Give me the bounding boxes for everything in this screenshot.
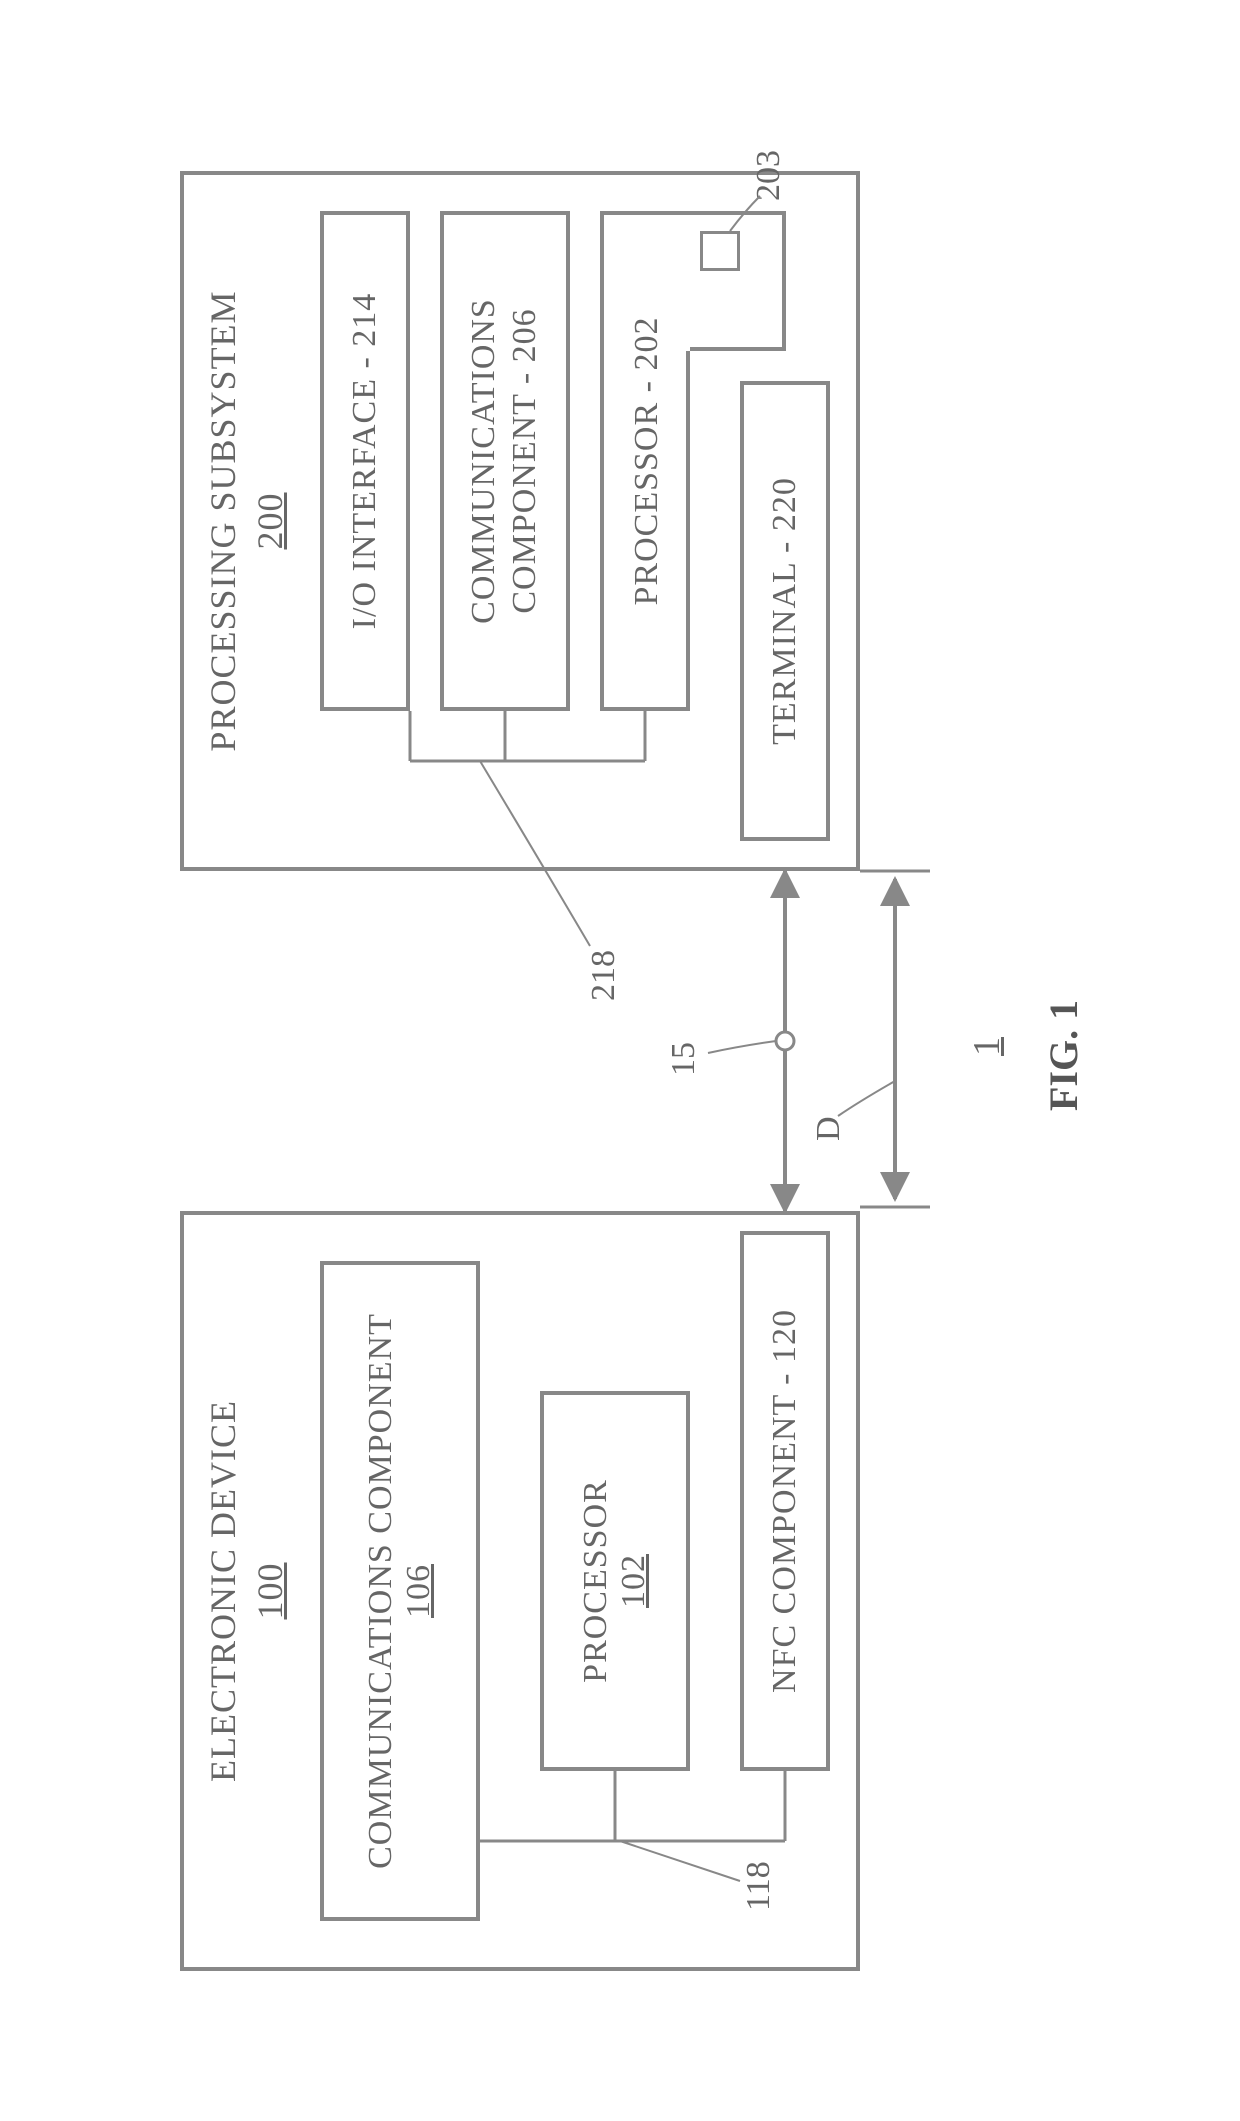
proc-202-text: PROCESSOR - 202: [628, 316, 666, 605]
terminal-220: TERMINAL - 220: [740, 381, 830, 841]
nfc-component-120: NFC COMPONENT - 120: [740, 1231, 830, 1771]
proc-202-bottom-left: [686, 347, 690, 711]
ps-title-text: PROCESSING SUBSYSTEM: [203, 290, 243, 751]
ps-title-num: 200: [250, 492, 290, 549]
comms-component-106: COMMUNICATIONS COMPONENT 106: [320, 1261, 480, 1921]
proc-102-text: PROCESSOR: [577, 1479, 615, 1683]
processor-102: PROCESSOR 102: [540, 1391, 690, 1771]
ed-title-num: 100: [250, 1562, 290, 1619]
comms-106-text: COMMUNICATIONS COMPONENT: [362, 1313, 400, 1869]
io-214-text: I/O INTERFACE - 214: [346, 292, 384, 629]
diagram-canvas: ELECTRONIC DEVICE 100 COMMUNICATIONS COM…: [120, 111, 1120, 2011]
nfc-120-text: NFC COMPONENT - 120: [766, 1309, 804, 1693]
label-203: 203: [750, 150, 788, 201]
ed-title-text: ELECTRONIC DEVICE: [203, 1400, 243, 1782]
terminal-220-text: TERMINAL - 220: [766, 477, 804, 745]
comms-206-l2: COMPONENT - 206: [505, 308, 546, 613]
label-118: 118: [740, 1861, 778, 1911]
label-15: 15: [665, 1042, 703, 1076]
proc-202-left-side-fill: [686, 347, 690, 351]
label-218: 218: [585, 950, 623, 1001]
processing-subsystem-title: PROCESSING SUBSYSTEM 200: [200, 171, 294, 871]
processor-202: PROCESSOR - 202: [600, 211, 690, 711]
io-interface-214: I/O INTERFACE - 214: [320, 211, 410, 711]
electronic-device-title: ELECTRONIC DEVICE 100: [200, 1211, 294, 1971]
sub-block-203: [700, 231, 740, 271]
comms-component-206: COMMUNICATIONS COMPONENT - 206: [440, 211, 570, 711]
label-D: D: [810, 1116, 848, 1141]
system-number: 1: [965, 1037, 1009, 1056]
proc-102-num: 102: [615, 1554, 653, 1608]
figure-label: FIG. 1: [1040, 999, 1087, 1110]
comms-106-num: 106: [400, 1564, 438, 1618]
comms-206-l1: COMMUNICATIONS: [464, 298, 505, 624]
